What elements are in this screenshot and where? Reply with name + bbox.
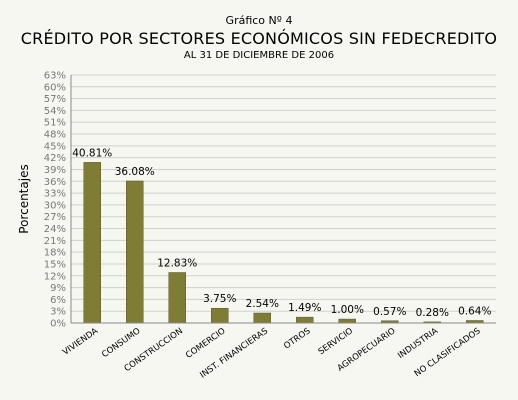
y-tick-label: 48% — [44, 130, 66, 141]
data-label: 36.08% — [115, 166, 155, 178]
bar-inst-financieras — [253, 312, 271, 324]
data-label: 1.00% — [331, 304, 364, 316]
bar-servicio — [338, 318, 356, 324]
y-tick-label: 15% — [44, 259, 66, 270]
data-label: 0.64% — [458, 305, 491, 317]
chart-pretitle: Gráfico Nº 4 — [225, 14, 293, 27]
bar-vivienda — [83, 162, 101, 324]
y-tick-label: 36% — [44, 177, 66, 188]
y-tick-label: 45% — [44, 141, 66, 152]
y-tick-label: 3% — [50, 307, 66, 318]
y-tick-label: 60% — [44, 82, 66, 93]
y-tick-label: 24% — [44, 224, 66, 235]
y-tick-label: 12% — [44, 271, 66, 282]
y-tick-label: 57% — [44, 94, 66, 105]
chart-title: CRÉDITO POR SECTORES ECONÓMICOS SIN FEDE… — [20, 29, 498, 48]
data-label: 0.57% — [373, 306, 406, 318]
bars — [83, 162, 484, 324]
chart-subtitle: AL 31 DE DICIEMBRE DE 2006 — [183, 50, 335, 61]
y-tick-label: 39% — [44, 165, 66, 176]
data-labels: 40.81%36.08% 12.83% 3.75% 2.54% 1.49% 1.00% 0.… — [72, 147, 491, 319]
y-axis-label: Porcentajes — [17, 164, 31, 233]
y-tick-label: 33% — [44, 189, 66, 200]
y-tick-label: 51% — [44, 118, 66, 129]
y-tick-label: 6% — [50, 295, 66, 306]
data-label: 2.54% — [246, 298, 279, 310]
data-label: 3.75% — [203, 293, 236, 305]
y-tick-label: 54% — [44, 106, 66, 117]
bar-construccion — [168, 272, 186, 324]
data-label: 40.81% — [72, 147, 112, 159]
data-label: 0.28% — [416, 307, 449, 319]
y-tick-label: 18% — [44, 248, 66, 259]
data-label: 12.83% — [157, 257, 197, 269]
y-tick-label: 0% — [50, 319, 66, 330]
y-tick-label: 30% — [44, 200, 66, 211]
x-tick-label: CONSUMO — [100, 326, 143, 360]
bar-otros — [296, 316, 314, 324]
y-tick-label: 42% — [44, 153, 66, 164]
y-tick-label: 63% — [44, 71, 66, 82]
x-tick-label: VIVIENDA — [61, 326, 100, 358]
y-tick-label: 21% — [44, 236, 66, 247]
y-axis-ticks: 0%3%6%9%12%15%18%21%24%27%30%33%36%39%42… — [44, 71, 66, 330]
data-label: 1.49% — [288, 302, 321, 314]
bar-comercio — [211, 307, 229, 324]
x-tick-label: SERVICIO — [317, 326, 355, 357]
bar-consumo — [126, 180, 144, 324]
y-tick-label: 27% — [44, 212, 66, 223]
y-tick-label: 9% — [50, 283, 66, 294]
x-tick-label: OTROS — [282, 326, 312, 351]
